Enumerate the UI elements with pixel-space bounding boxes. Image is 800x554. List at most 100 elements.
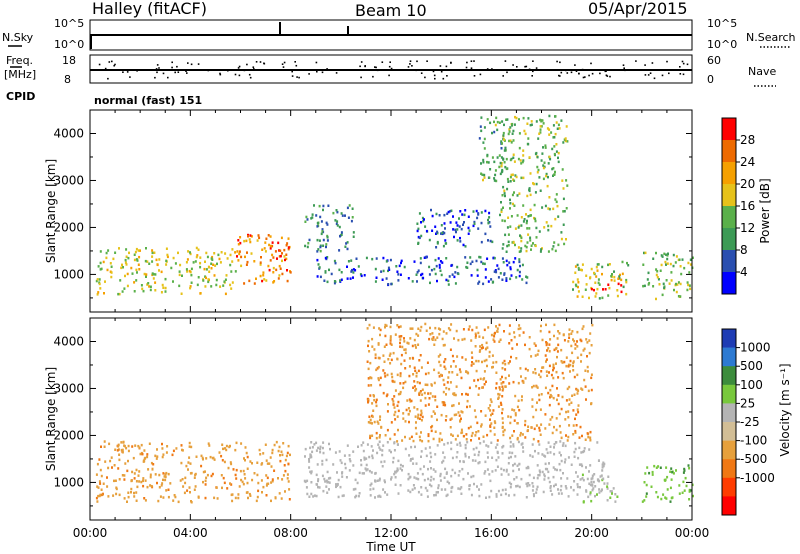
- velocity-cell: [140, 480, 143, 484]
- velocity-cell: [352, 464, 355, 467]
- power-cell: [205, 276, 207, 280]
- nave-dot: [439, 65, 442, 67]
- power-cell: [530, 248, 532, 251]
- nave-dot: [321, 71, 324, 74]
- velocity-cell: [397, 428, 399, 432]
- velocity-cell: [603, 482, 606, 485]
- velocity-cell: [457, 411, 460, 414]
- velocity-cell: [507, 415, 510, 418]
- nave-dot: [661, 74, 664, 77]
- power-cell: [503, 161, 506, 164]
- nave-dot: [433, 74, 436, 77]
- velocity-cell: [279, 459, 282, 463]
- nave-dot: [679, 73, 682, 75]
- nave-dot: [407, 66, 410, 68]
- power-cell: [256, 239, 259, 242]
- velocity-cell: [535, 491, 538, 494]
- power-cell: [286, 269, 288, 272]
- velocity-cell: [415, 432, 418, 435]
- velocity-cell: [255, 499, 258, 503]
- power-cell: [279, 249, 282, 252]
- velocity-cell: [547, 391, 550, 395]
- velocity-cell: [662, 493, 665, 496]
- nave-dot: [653, 77, 656, 80]
- velocity-cell: [100, 445, 102, 448]
- velocity-cell: [451, 456, 454, 460]
- velocity-cell: [127, 459, 129, 463]
- velocity-cell: [443, 365, 446, 368]
- velocity-cell: [149, 484, 152, 487]
- velocity-cell: [306, 479, 309, 483]
- power-cell: [274, 250, 277, 253]
- velocity-cell: [475, 359, 478, 363]
- power-cell: [286, 242, 289, 245]
- power-cell: [499, 172, 502, 176]
- power-cell: [417, 227, 420, 231]
- power-cell: [204, 260, 206, 263]
- power-cell: [250, 235, 253, 238]
- velocity-cell: [557, 343, 560, 347]
- velocity-cell: [570, 486, 572, 489]
- power-cell: [230, 287, 233, 290]
- velocity-cell: [312, 495, 315, 498]
- velocity-cell: [584, 438, 587, 441]
- velocity-cell: [689, 489, 692, 492]
- velocity-cell: [513, 430, 515, 433]
- velocity-cell: [462, 434, 465, 438]
- velocity-cell: [516, 464, 519, 467]
- velocity-cell: [447, 376, 450, 379]
- velocity-cell: [369, 488, 372, 491]
- velocity-cell: [475, 326, 478, 329]
- power-cell: [487, 239, 489, 242]
- velocity-cell: [177, 500, 180, 504]
- power-cell: [518, 118, 520, 121]
- nave-dot: [253, 68, 255, 70]
- power-cell: [318, 239, 321, 242]
- velocity-cell: [326, 491, 329, 494]
- velocity-cell: [149, 473, 152, 476]
- colorbar-swatch: [722, 162, 736, 185]
- velocity-cell: [688, 467, 691, 470]
- velocity-cell: [644, 472, 647, 475]
- nave-dot: [298, 76, 300, 79]
- power-cell: [371, 257, 374, 261]
- velocity-cell: [270, 465, 273, 468]
- velocity-cell: [570, 463, 573, 466]
- power-cell: [518, 260, 521, 264]
- nave-dot: [473, 60, 475, 62]
- power-colorbar-tick-label: 16: [740, 199, 755, 213]
- velocity-cell: [96, 462, 99, 466]
- velocity-cell: [383, 372, 386, 375]
- power-cell: [452, 215, 454, 218]
- velocity-cell: [125, 446, 128, 450]
- power-cell: [123, 287, 126, 290]
- velocity-cell: [572, 360, 575, 363]
- velocity-cell: [403, 340, 406, 343]
- power-ylabel: Slant Range [km]: [44, 159, 58, 263]
- velocity-cell: [383, 345, 386, 348]
- velocity-cell: [538, 443, 541, 446]
- power-cell: [663, 252, 666, 256]
- velocity-cell: [244, 477, 247, 480]
- velocity-cell: [565, 434, 567, 437]
- power-cell: [125, 248, 128, 251]
- velocity-cell: [442, 344, 445, 347]
- power-cell: [466, 266, 469, 269]
- velocity-cell: [528, 473, 531, 477]
- power-cell: [451, 273, 454, 276]
- power-cell: [204, 285, 207, 288]
- velocity-cell: [480, 423, 483, 426]
- velocity-cell: [524, 419, 527, 423]
- power-cell: [326, 234, 329, 238]
- power-cell: [97, 265, 100, 268]
- power-cell: [534, 244, 537, 248]
- velocity-cell: [499, 388, 501, 391]
- power-cell: [659, 269, 662, 272]
- velocity-cell: [434, 395, 437, 398]
- power-cell: [499, 161, 502, 165]
- velocity-cell: [417, 334, 420, 337]
- velocity-cell: [243, 473, 246, 476]
- velocity-cell: [466, 405, 468, 409]
- power-cell: [316, 275, 319, 278]
- power-cell: [425, 255, 428, 259]
